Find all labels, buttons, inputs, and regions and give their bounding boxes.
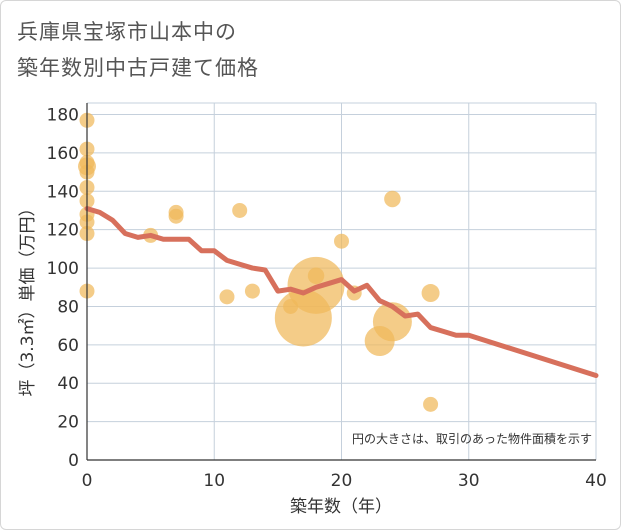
y-tick-label: 60 — [57, 336, 79, 356]
bubble-point — [168, 208, 184, 224]
y-axis-title: 坪（3.3㎡）単価（万円） — [18, 199, 38, 396]
y-tick-label: 40 — [57, 374, 79, 394]
bubble-point — [421, 284, 440, 303]
bubble-point — [384, 190, 401, 208]
bubble-point — [219, 289, 235, 305]
bubble-size-note: 円の大きさは、取引のあった物件面積を示す — [352, 431, 592, 446]
x-axis-title: 築年数（年） — [290, 497, 392, 517]
y-tick-label: 120 — [47, 221, 79, 241]
y-tick-label: 140 — [47, 182, 79, 202]
chart-title-line-1: 兵庫県宝塚市山本中の — [17, 20, 237, 44]
axes — [86, 103, 596, 461]
bubble-point — [423, 396, 439, 412]
y-tick-label: 0 — [68, 451, 79, 471]
bubble-point — [334, 233, 349, 249]
y-tick-label: 20 — [57, 413, 79, 433]
x-tick-label: 20 — [331, 471, 353, 491]
y-tick-label: 80 — [57, 297, 79, 317]
x-tick-labels: 0 10 20 30 40 — [82, 471, 607, 491]
y-tick-labels: 0 20 40 60 80 100 120 140 160 180 — [47, 106, 79, 471]
bubble-series — [78, 112, 440, 412]
bubble-point — [232, 202, 248, 218]
x-tick-label: 10 — [203, 471, 225, 491]
chart-title-line-2: 築年数別中古戸建て価格 — [17, 56, 259, 80]
bubble-point — [244, 283, 260, 299]
x-tick-label: 0 — [82, 471, 93, 491]
x-tick-label: 30 — [458, 471, 480, 491]
chart-title: 兵庫県宝塚市山本中の 築年数別中古戸建て価格 — [17, 14, 259, 86]
y-tick-label: 180 — [47, 106, 79, 126]
average-line-series — [84, 206, 599, 379]
average-price-line — [84, 206, 599, 379]
y-tick-label: 100 — [47, 259, 79, 279]
y-tick-label: 160 — [47, 144, 79, 164]
x-tick-label: 40 — [585, 471, 607, 491]
bubble-point — [307, 267, 325, 284]
